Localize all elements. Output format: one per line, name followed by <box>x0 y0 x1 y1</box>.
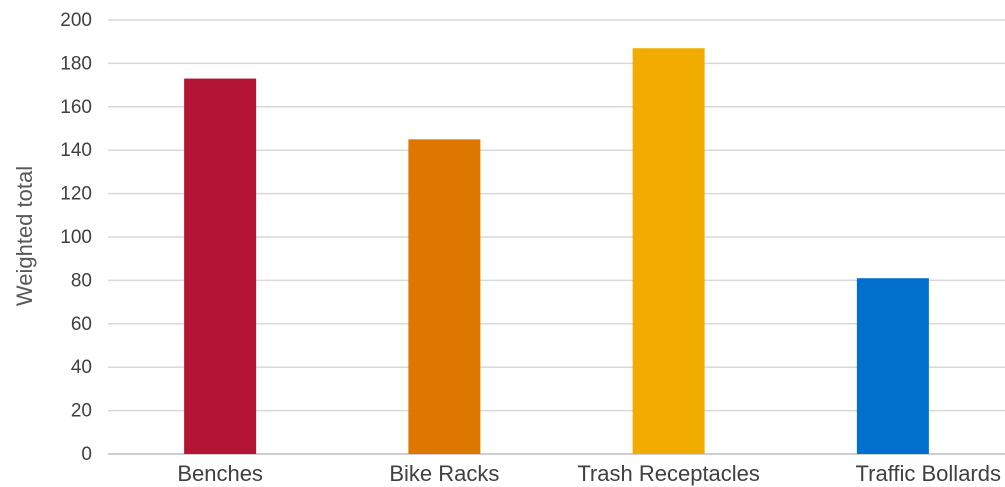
y-tick-label: 140 <box>60 140 92 161</box>
x-axis-category-labels: Benches Bike Racks Trash Receptacles Traffi… <box>177 461 1001 486</box>
y-tick-label: 180 <box>60 53 92 74</box>
bars <box>184 48 929 455</box>
x-category-label: Benches <box>177 461 263 486</box>
bar-trash-receptacles <box>632 48 705 455</box>
bar-benches <box>184 78 257 454</box>
y-tick-label: 80 <box>71 270 92 291</box>
x-category-label: Trash Receptacles <box>577 461 760 486</box>
y-tick-label: 120 <box>60 184 92 205</box>
y-tick-label: 40 <box>71 357 92 378</box>
x-category-label: Bike Racks <box>389 461 499 486</box>
y-tick-label: 200 <box>60 10 92 31</box>
gridlines <box>108 19 1005 455</box>
y-axis-title: Weighted total <box>12 166 37 306</box>
y-tick-label: 160 <box>60 97 92 118</box>
bar-traffic-bollards <box>856 278 929 454</box>
x-category-label: Traffic Bollards <box>856 461 1002 486</box>
y-tick-label: 20 <box>71 401 92 422</box>
y-tick-label: 0 <box>81 444 92 465</box>
y-axis-tick-labels: 0 20 40 60 80 100 120 140 160 180 200 <box>60 10 92 465</box>
y-tick-label: 60 <box>71 314 92 335</box>
bar-bike-racks <box>408 139 481 454</box>
y-tick-label: 100 <box>60 227 92 248</box>
